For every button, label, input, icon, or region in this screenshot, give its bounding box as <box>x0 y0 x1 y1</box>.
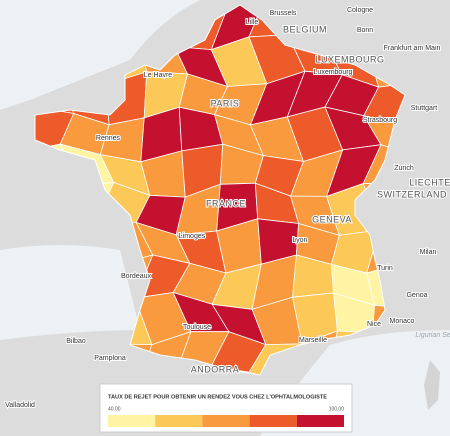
country-label: LUXEMBOURG <box>315 54 384 64</box>
country-label: BELGIUM <box>283 24 327 34</box>
city-label: Toulouse <box>183 324 211 331</box>
country-label: PARIS <box>211 98 240 108</box>
legend-swatch <box>296 415 344 427</box>
sea <box>0 245 140 340</box>
city-label: Bonn <box>357 27 373 34</box>
country-label: LIECHTE <box>409 177 450 187</box>
city-label: Le Havre <box>144 72 173 79</box>
corsica <box>424 360 440 410</box>
legend: TAUX DE REJET POUR OBTENIR UN RENDEZ VOU… <box>99 383 353 433</box>
city-label: Lille <box>246 19 259 26</box>
city-label: Bilbao <box>66 338 86 345</box>
legend-swatch <box>108 415 156 427</box>
city-label: Rennes <box>96 135 121 142</box>
city-label: Turin <box>377 265 393 272</box>
country-label: FRANCE <box>206 198 246 208</box>
city-label: Milan <box>420 249 437 256</box>
city-label: Brussels <box>270 10 297 17</box>
legend-min: 40.00 <box>108 406 121 412</box>
city-label: Stuttgart <box>411 105 438 112</box>
sea <box>0 0 200 110</box>
city-label: Bordeaux <box>121 273 151 280</box>
city-label: Limoges <box>179 233 206 240</box>
city-label: Strasbourg <box>363 117 397 124</box>
legend-swatch <box>249 415 297 427</box>
city-label: Cologne <box>347 7 373 14</box>
country-label: ANDORRA <box>191 364 240 374</box>
legend-title: TAUX DE REJET POUR OBTENIR UN RENDEZ VOU… <box>108 394 327 400</box>
city-label: Frankfurt am Main <box>384 45 441 52</box>
city-label: Luxembourg <box>314 69 353 76</box>
city-label: Monaco <box>390 318 415 325</box>
country-label: SWITZERLAND <box>377 189 447 199</box>
city-label: Lyon <box>293 237 308 244</box>
city-label: Genoa <box>406 292 427 299</box>
legend-swatch <box>155 415 203 427</box>
legend-swatch <box>202 415 250 427</box>
city-label: Zurich <box>394 165 414 172</box>
city-label: Nice <box>367 321 381 328</box>
legend-max: 100.00 <box>329 406 345 412</box>
sea-label: Ligurian Sea <box>415 332 450 339</box>
city-label: Valladolid <box>5 402 35 409</box>
city-label: Pamplona <box>94 355 126 362</box>
country-label: GENEVA <box>312 214 352 224</box>
labels: Lille Brussels BELGIUM Cologne Bonn Frankfurt… <box>4 6 450 410</box>
city-label: Marseille <box>299 337 327 344</box>
